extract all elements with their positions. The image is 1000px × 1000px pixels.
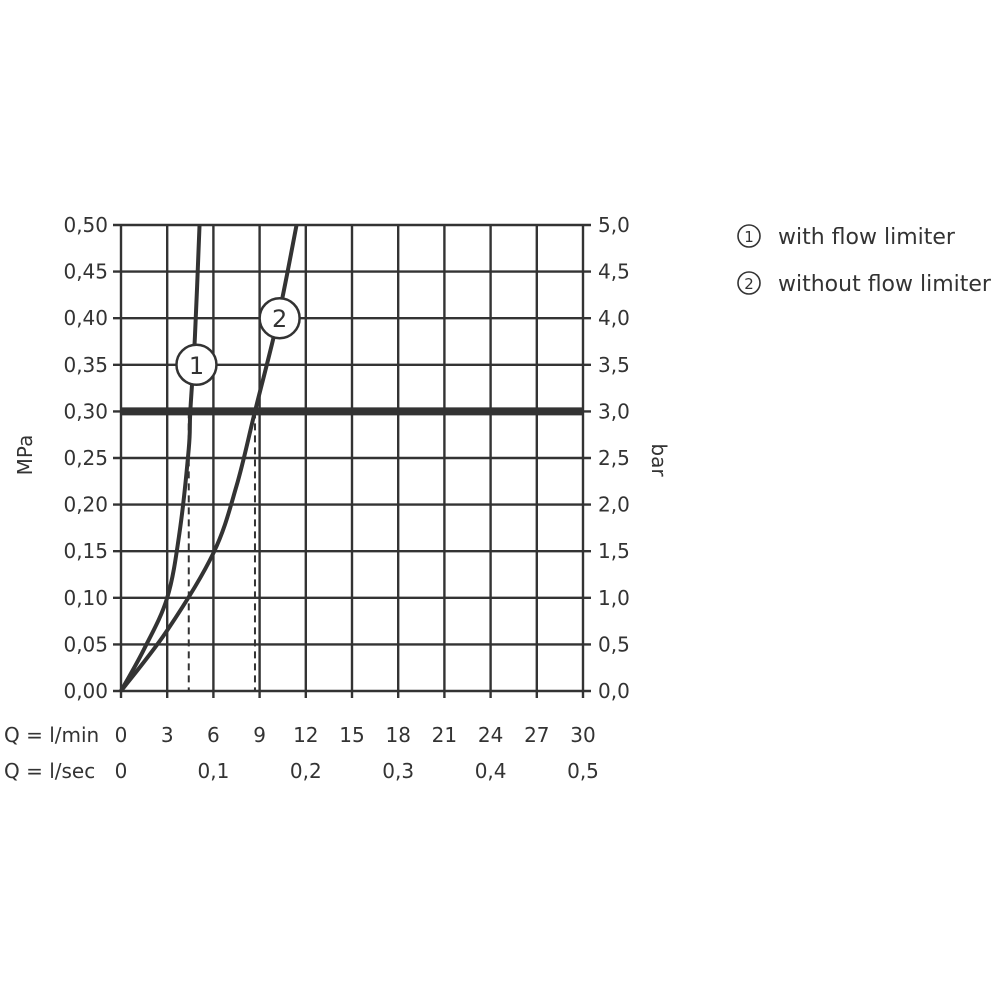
y-axis-label-right: bar bbox=[647, 443, 671, 477]
y-tick-label-left: 0,50 bbox=[63, 213, 108, 237]
x-tick-label-lmin: 9 bbox=[253, 723, 266, 747]
x-tick-label-lmin: 0 bbox=[115, 723, 128, 747]
y-tick-label-right: 2,5 bbox=[598, 446, 630, 470]
series-marker-2 bbox=[258, 296, 301, 340]
y-tick-label-right: 0,5 bbox=[598, 632, 630, 656]
legend-marker-2 bbox=[737, 271, 761, 295]
legend-item-2: 2 without flow limiter bbox=[737, 271, 992, 297]
legend-marker-1 bbox=[737, 224, 761, 248]
legend-marker-2-text: 2 bbox=[744, 275, 754, 293]
series-marker-label-2: 2 bbox=[272, 305, 287, 333]
y-axis-label-left: MPa bbox=[13, 435, 37, 476]
x-tick-label-lmin: 6 bbox=[207, 723, 220, 747]
y-tick-label-left: 0,30 bbox=[63, 399, 108, 423]
x-row-label-lmin: Q = l/min bbox=[4, 723, 99, 747]
x-tick-label-lmin: 24 bbox=[478, 723, 503, 747]
x-tick-label-lmin: 15 bbox=[339, 723, 364, 747]
legend-item-1: 1 with flow limiter bbox=[737, 224, 956, 250]
y-tick-label-right: 1,0 bbox=[598, 586, 630, 610]
legend-label-2: without flow limiter bbox=[778, 272, 992, 297]
y-tick-label-left: 0,00 bbox=[63, 679, 108, 703]
y-tick-label-right: 2,0 bbox=[598, 493, 630, 517]
grid bbox=[113, 223, 591, 698]
y-tick-label-left: 0,20 bbox=[63, 493, 108, 517]
x-tick-label-lmin: 3 bbox=[161, 723, 174, 747]
curves: 12 bbox=[119, 224, 301, 693]
series-curve-1 bbox=[119, 224, 202, 692]
legend: 1 with flow limiter 2 without flow limit… bbox=[737, 224, 992, 297]
y-tick-label-right: 4,0 bbox=[598, 306, 630, 330]
y-tick-label-left: 0,40 bbox=[63, 306, 108, 330]
tick-labels: 0 3 6 9 12 15 18 21 24 27 300 0,1 0,2 0,3 0,4 0,50,00 0,… bbox=[63, 213, 629, 783]
y-tick-label-left: 0,35 bbox=[63, 353, 108, 377]
x-tick-label-lsec: 0,2 bbox=[290, 759, 322, 783]
x-tick-label-lmin: 18 bbox=[385, 723, 410, 747]
x-tick-label-lmin: 12 bbox=[293, 723, 318, 747]
legend-label-1: with flow limiter bbox=[778, 225, 956, 250]
x-tick-label-lmin: 21 bbox=[432, 723, 457, 747]
y-tick-label-right: 4,5 bbox=[598, 260, 630, 284]
y-tick-label-left: 0,10 bbox=[63, 586, 108, 610]
x-tick-label-lmin: 30 bbox=[570, 723, 595, 747]
legend-marker-1-text: 1 bbox=[744, 228, 754, 246]
x-tick-label-lsec: 0,3 bbox=[382, 759, 414, 783]
x-tick-label-lmin: 27 bbox=[524, 723, 549, 747]
y-tick-label-left: 0,05 bbox=[63, 632, 108, 656]
y-tick-label-right: 5,0 bbox=[598, 213, 630, 237]
x-tick-label-lsec: 0,1 bbox=[197, 759, 229, 783]
y-tick-label-left: 0,25 bbox=[63, 446, 108, 470]
y-tick-label-right: 3,0 bbox=[598, 399, 630, 423]
y-tick-label-right: 1,5 bbox=[598, 539, 630, 563]
x-tick-label-lsec: 0,5 bbox=[567, 759, 599, 783]
series-marker-label-1: 1 bbox=[189, 352, 204, 380]
x-row-label-lsec: Q = l/sec bbox=[4, 759, 95, 783]
x-tick-label-lsec: 0,4 bbox=[475, 759, 507, 783]
y-tick-label-left: 0,45 bbox=[63, 260, 108, 284]
y-tick-label-left: 0,15 bbox=[63, 539, 108, 563]
y-tick-label-right: 0,0 bbox=[598, 679, 630, 703]
series-marker-1 bbox=[175, 343, 218, 387]
x-tick-label-lsec: 0 bbox=[115, 759, 128, 783]
y-tick-label-right: 3,5 bbox=[598, 353, 630, 377]
